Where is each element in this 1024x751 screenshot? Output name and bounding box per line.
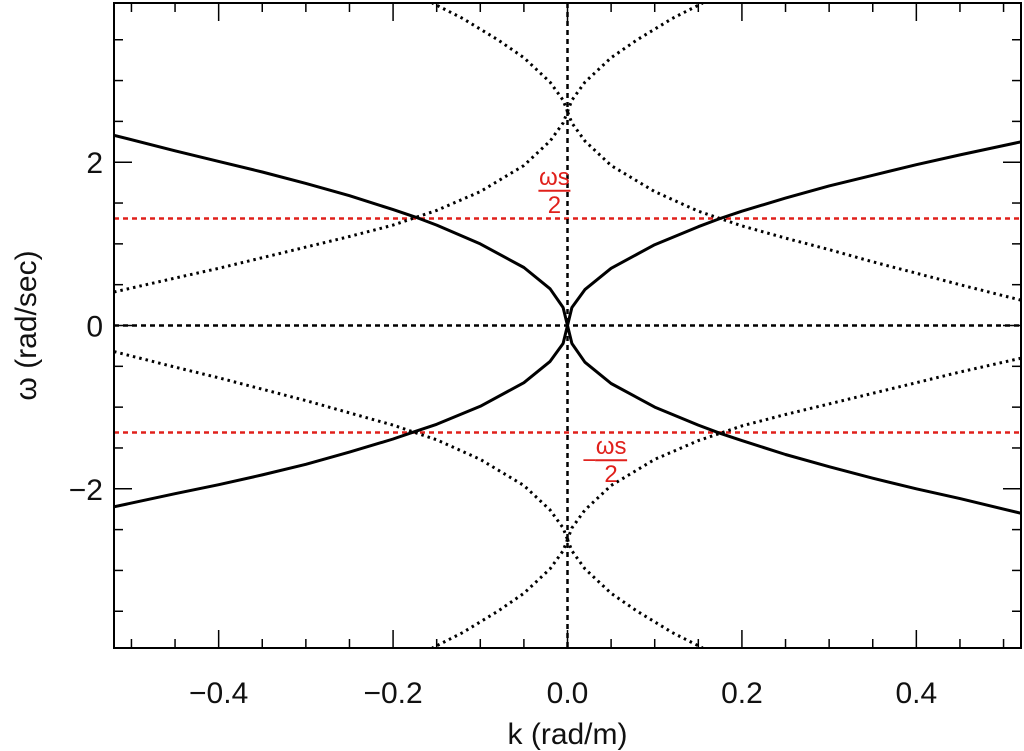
dotted-curve-10 [431,3,569,113]
x-axis-label: k (rad/m) [508,718,628,751]
dotted-curve-11 [566,538,704,648]
dotted-curve-5 [566,111,1021,302]
y-tick-label: −2 [69,474,103,507]
solid-curve-4 [114,325,569,509]
dotted-curve-8 [114,350,569,540]
annotation-sign: − [582,447,596,474]
plot-area [114,3,1021,648]
solid-curve-3 [566,325,1021,515]
x-tick-label: 0.2 [721,677,763,710]
annotation-half-sampling-frequency: ωs2 [538,164,571,219]
x-tick-label: −0.2 [363,677,422,710]
annotation-numerator: ωs [596,433,627,460]
x-tick-label: 0.0 [547,677,589,710]
dotted-curve-9 [566,3,704,113]
x-tick-label: 0.4 [895,677,937,710]
dotted-curve-6 [114,111,569,294]
y-axis-label: ω (rad/sec) [10,250,43,400]
solid-curve-2 [114,133,569,326]
solid-curve-1 [566,140,1021,326]
annotation-denominator: 2 [604,461,617,488]
annotation-denominator: 2 [548,192,561,219]
dotted-curve-7 [566,356,1021,540]
y-tick-label: 2 [86,147,103,180]
annotation-numerator: ωs [539,164,570,191]
dotted-curve-12 [431,538,569,648]
annotation-neg-half-sampling-frequency: ωs2− [582,433,628,488]
y-tick-label: 0 [86,311,103,344]
x-tick-label: −0.4 [189,677,248,710]
